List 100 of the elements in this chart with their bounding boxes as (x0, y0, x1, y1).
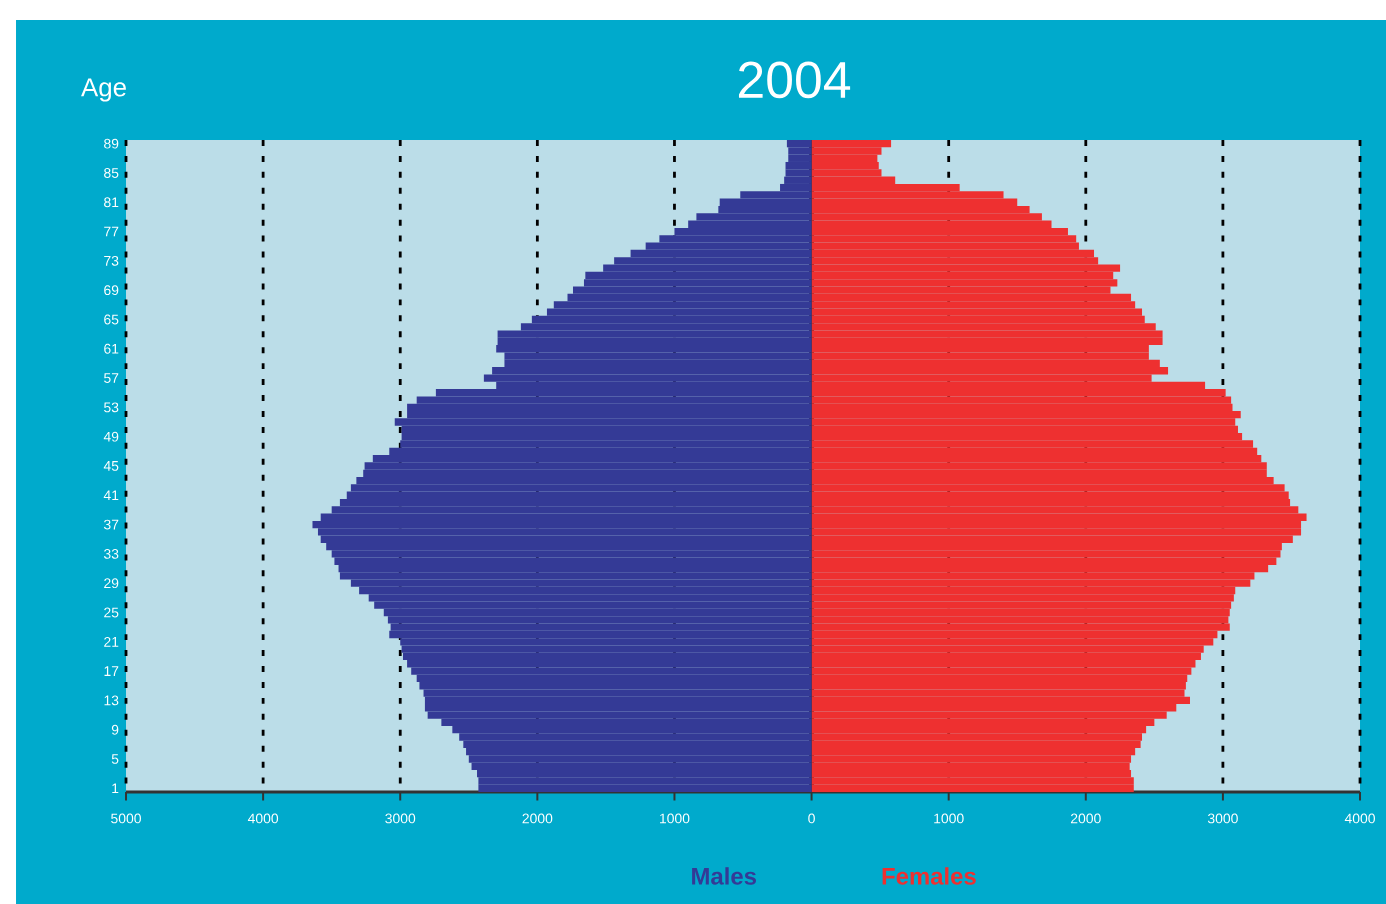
bar (338, 564, 812, 573)
bar (811, 579, 1251, 587)
bar (811, 616, 1229, 624)
bar (334, 557, 812, 565)
bar (811, 689, 1185, 697)
bar (504, 352, 812, 360)
bar (811, 777, 1134, 785)
bar (811, 154, 878, 162)
bar (811, 652, 1201, 661)
y-axis-title: Age (81, 78, 126, 102)
bar (811, 396, 1232, 404)
bar (478, 784, 812, 792)
bar (585, 271, 812, 280)
bar (492, 367, 812, 375)
bar (811, 506, 1299, 514)
bar (411, 667, 812, 675)
bar (390, 623, 812, 631)
bar (811, 726, 1147, 734)
bar (553, 301, 812, 309)
bar (356, 476, 812, 485)
bar (811, 359, 1160, 368)
bar (719, 198, 812, 206)
bar (811, 660, 1196, 668)
bar (811, 535, 1293, 543)
bar (811, 594, 1234, 602)
chart-title: 2004 (738, 61, 851, 99)
bar (811, 418, 1236, 426)
bar (811, 740, 1141, 749)
bar (483, 374, 812, 382)
bar (811, 161, 879, 170)
bar (811, 323, 1156, 331)
bar (788, 147, 812, 155)
bar (786, 139, 812, 148)
bar (811, 696, 1190, 705)
bar (811, 601, 1232, 609)
bar (419, 682, 812, 690)
bar (811, 279, 1118, 287)
bar (811, 667, 1192, 675)
bar (312, 520, 812, 529)
bar (785, 169, 812, 177)
bar (424, 704, 812, 712)
bar (401, 425, 812, 434)
bar (416, 674, 812, 683)
bar (389, 630, 812, 639)
bar (407, 403, 812, 412)
bar (331, 550, 812, 558)
bar (811, 293, 1132, 302)
bar (811, 425, 1238, 434)
bar (811, 498, 1291, 507)
bar (374, 601, 812, 609)
bar (811, 462, 1267, 470)
bar (424, 696, 812, 705)
bar (339, 572, 812, 580)
bar (359, 586, 812, 595)
bar (811, 447, 1258, 455)
bar (573, 286, 812, 294)
text: Males (692, 867, 756, 885)
bar (401, 645, 812, 653)
bar (811, 249, 1095, 258)
bar (811, 520, 1302, 529)
bar (696, 213, 812, 221)
bar (811, 674, 1188, 683)
bar (427, 711, 812, 719)
bar (811, 564, 1269, 573)
bar (372, 454, 812, 463)
bar (346, 491, 812, 499)
bar (811, 748, 1136, 756)
bar (326, 542, 812, 551)
bar (811, 440, 1254, 448)
bar (811, 235, 1077, 243)
bar (407, 660, 812, 668)
bar (811, 550, 1281, 558)
bar (811, 389, 1226, 397)
bar (811, 762, 1130, 770)
bar (811, 484, 1285, 492)
bar (811, 638, 1214, 646)
bar (811, 682, 1186, 690)
bar (811, 557, 1277, 565)
bar (811, 337, 1163, 346)
bar (811, 623, 1230, 631)
bar (423, 689, 812, 697)
bar (387, 616, 812, 624)
bar (811, 271, 1114, 280)
bar (320, 513, 812, 521)
bar (784, 176, 812, 184)
bar (320, 535, 812, 543)
bar (811, 264, 1121, 272)
bar (811, 491, 1289, 499)
text: Females (882, 867, 976, 885)
bar (811, 301, 1136, 309)
bar (339, 498, 812, 507)
bar (497, 337, 812, 346)
bar (811, 469, 1267, 477)
bar (811, 513, 1307, 521)
bar (402, 652, 812, 661)
bar (811, 770, 1132, 778)
bar (463, 740, 812, 749)
bar (811, 411, 1241, 419)
bar (317, 528, 812, 536)
bar (811, 528, 1302, 536)
